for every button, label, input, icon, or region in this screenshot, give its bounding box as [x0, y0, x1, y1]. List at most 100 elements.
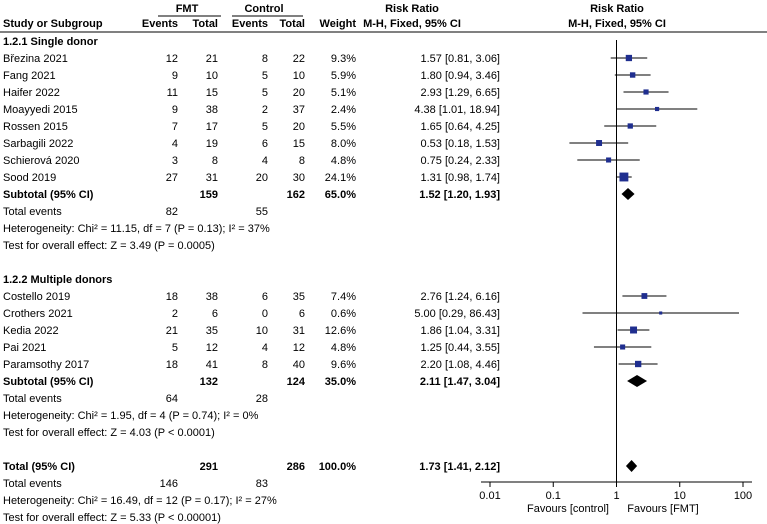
- study-1-4-events-control: 8: [262, 359, 268, 371]
- study-1-1-point: [659, 311, 663, 315]
- heterogeneity-1: Heterogeneity: Chi² = 1.95, df = 4 (P = …: [3, 410, 259, 422]
- study-1-0-total-fmt: 38: [206, 291, 218, 303]
- study-1-2-total-control: 31: [293, 325, 305, 337]
- study-0-0-events-fmt: 12: [166, 53, 178, 65]
- total-diamond: [625, 460, 638, 472]
- total-total-fmt: 291: [200, 461, 218, 473]
- study-0-0-name: Březina 2021: [3, 53, 68, 65]
- study-1-2-point: [630, 326, 638, 334]
- study-0-0-point: [625, 54, 633, 62]
- header-weight: Weight: [320, 18, 357, 30]
- subtotal-0-weight: 65.0%: [325, 189, 356, 201]
- x-tick-label-3: 10: [674, 490, 686, 502]
- study-1-4-name: Paramsothy 2017: [3, 359, 89, 371]
- subgroup-title-0: 1.2.1 Single donor: [3, 36, 98, 48]
- study-1-3-ci-text: 1.25 [0.44, 3.55]: [420, 342, 500, 354]
- study-0-7-total-control: 30: [293, 172, 305, 184]
- study-1-1-events-control: 0: [262, 308, 268, 320]
- study-1-1-name: Crothers 2021: [3, 308, 73, 320]
- study-0-1-total-control: 10: [293, 70, 305, 82]
- study-1-3-events-fmt: 5: [172, 342, 178, 354]
- header-method-plot: M-H, Fixed, 95% CI: [568, 18, 666, 30]
- heterogeneity-0: Heterogeneity: Chi² = 11.15, df = 7 (P =…: [3, 223, 270, 235]
- study-0-4-point: [627, 123, 633, 129]
- study-1-4-total-fmt: 41: [206, 359, 218, 371]
- study-0-7-total-fmt: 31: [206, 172, 218, 184]
- x-tick-label-2: 1: [613, 490, 619, 502]
- study-1-2-events-control: 10: [256, 325, 268, 337]
- study-0-2-ci-text: 2.93 [1.29, 6.65]: [420, 87, 500, 99]
- study-0-3-weight: 2.4%: [331, 104, 356, 116]
- study-0-3-total-fmt: 38: [206, 104, 218, 116]
- study-0-7-events-control: 20: [256, 172, 268, 184]
- header-total-fmt: Total: [193, 18, 218, 30]
- total-overall-effect: Test for overall effect: Z = 5.33 (P < 0…: [3, 512, 221, 524]
- study-1-2-events-fmt: 21: [166, 325, 178, 337]
- study-0-7-name: Sood 2019: [3, 172, 56, 184]
- study-0-2-total-control: 20: [293, 87, 305, 99]
- study-1-4-events-fmt: 18: [166, 359, 178, 371]
- study-0-5-events-control: 6: [262, 138, 268, 150]
- study-1-0-weight: 7.4%: [331, 291, 356, 303]
- study-0-3-name: Moayyedi 2015: [3, 104, 78, 116]
- study-0-1-ci-text: 1.80 [0.94, 3.46]: [420, 70, 500, 82]
- header-events-fmt: Events: [142, 18, 178, 30]
- study-0-2-weight: 5.1%: [331, 87, 356, 99]
- study-0-5-events-fmt: 4: [172, 138, 178, 150]
- study-0-4-weight: 5.5%: [331, 121, 356, 133]
- study-0-1-events-fmt: 9: [172, 70, 178, 82]
- study-0-4-total-fmt: 17: [206, 121, 218, 133]
- subgroup-title-1: 1.2.2 Multiple donors: [3, 274, 112, 286]
- x-tick-label-0: 0.01: [479, 490, 500, 502]
- study-0-6-total-fmt: 8: [212, 155, 218, 167]
- study-0-2-events-fmt: 11: [167, 87, 178, 99]
- header-fmt: FMT: [176, 3, 199, 15]
- study-1-3-total-fmt: 12: [206, 342, 218, 354]
- subtotal-1-total-control: 124: [287, 376, 306, 388]
- study-0-5-name: Sarbagili 2022: [3, 138, 73, 150]
- study-0-2-events-control: 5: [262, 87, 268, 99]
- study-0-6-events-control: 4: [262, 155, 268, 167]
- study-1-4-total-control: 40: [293, 359, 305, 371]
- study-1-2-ci-text: 1.86 [1.04, 3.31]: [420, 325, 500, 337]
- study-0-1-events-control: 5: [262, 70, 268, 82]
- study-1-1-weight: 0.6%: [331, 308, 356, 320]
- study-0-1-point: [629, 72, 636, 78]
- header-study: Study or Subgroup: [3, 18, 103, 30]
- study-0-3-events-fmt: 9: [172, 104, 178, 116]
- study-0-3-ci-text: 4.38 [1.01, 18.94]: [414, 104, 500, 116]
- total-ci-text: 1.73 [1.41, 2.12]: [419, 461, 500, 473]
- study-0-1-weight: 5.9%: [331, 70, 356, 82]
- study-0-6-total-control: 8: [299, 155, 305, 167]
- study-1-2-name: Kedia 2022: [3, 325, 59, 337]
- study-0-5-point: [596, 140, 603, 146]
- study-0-5-weight: 8.0%: [331, 138, 356, 150]
- study-0-2-name: Haifer 2022: [3, 87, 60, 99]
- subtotal-1-weight: 35.0%: [325, 376, 356, 388]
- study-1-2-weight: 12.6%: [325, 325, 356, 337]
- total-label: Total (95% CI): [3, 461, 75, 473]
- x-label-right: Favours [FMT]: [627, 503, 699, 515]
- study-0-4-name: Rossen 2015: [3, 121, 68, 133]
- total-events-1-label: Total events: [3, 393, 62, 405]
- subtotal-0-diamond: [621, 188, 635, 200]
- study-0-7-events-fmt: 27: [166, 172, 178, 184]
- total-total-control: 286: [287, 461, 305, 473]
- study-0-0-ci-text: 1.57 [0.81, 3.06]: [420, 53, 500, 65]
- study-1-4-ci-text: 2.20 [1.08, 4.46]: [420, 359, 500, 371]
- x-tick-label-4: 100: [734, 490, 752, 502]
- subtotal-1-total-fmt: 132: [200, 376, 218, 388]
- header-events-control: Events: [232, 18, 268, 30]
- overall-effect-0: Test for overall effect: Z = 3.49 (P = 0…: [3, 240, 215, 252]
- x-label-left: Favours [control]: [527, 503, 609, 515]
- study-1-0-ci-text: 2.76 [1.24, 6.16]: [420, 291, 500, 303]
- study-1-0-point: [641, 293, 648, 299]
- total-weight: 100.0%: [319, 461, 357, 473]
- total-events-0-fmt: 82: [166, 206, 178, 218]
- study-0-3-point: [654, 106, 660, 112]
- x-tick-label-1: 0.1: [546, 490, 561, 502]
- header-risk-ratio: Risk Ratio: [385, 3, 439, 15]
- study-0-4-events-fmt: 7: [172, 121, 178, 133]
- overall-effect-1: Test for overall effect: Z = 4.03 (P < 0…: [3, 427, 215, 439]
